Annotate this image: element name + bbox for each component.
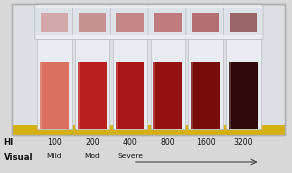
Bar [111, 35, 149, 39]
Text: 800: 800 [161, 138, 175, 147]
Bar [40, 62, 42, 129]
Bar [191, 62, 193, 129]
Bar [229, 62, 258, 129]
Bar [113, 39, 147, 129]
Bar [111, 4, 149, 8]
Bar [229, 62, 231, 129]
Bar [225, 35, 262, 39]
Bar [149, 35, 187, 39]
Bar [151, 39, 185, 129]
Bar [116, 62, 145, 129]
Bar [192, 13, 219, 32]
Bar [78, 62, 80, 129]
Bar [75, 39, 110, 129]
Bar [153, 62, 155, 129]
Bar [188, 39, 223, 129]
Bar [36, 35, 73, 39]
Bar [37, 39, 72, 129]
Bar [73, 35, 111, 39]
Bar [187, 35, 225, 39]
FancyBboxPatch shape [110, 4, 150, 40]
Text: Severe: Severe [117, 153, 143, 160]
Bar [187, 4, 225, 8]
Bar [225, 4, 262, 8]
Text: 400: 400 [123, 138, 138, 147]
Text: HI: HI [4, 138, 14, 147]
Bar [149, 4, 187, 8]
Bar [154, 13, 182, 32]
Bar [191, 62, 220, 129]
Text: Mod: Mod [84, 153, 100, 160]
FancyBboxPatch shape [35, 4, 74, 40]
Text: 3200: 3200 [234, 138, 253, 147]
FancyBboxPatch shape [186, 4, 225, 40]
Bar [12, 4, 286, 135]
Bar [116, 62, 118, 129]
Text: Mild: Mild [47, 153, 62, 160]
Bar [226, 39, 260, 129]
Bar [230, 13, 257, 32]
Bar [78, 62, 107, 129]
Text: 200: 200 [85, 138, 100, 147]
Bar [153, 62, 182, 129]
Bar [40, 62, 69, 129]
Bar [12, 4, 286, 135]
Bar [36, 4, 73, 8]
Bar [12, 125, 286, 135]
Bar [116, 13, 144, 32]
Bar [79, 13, 106, 32]
FancyBboxPatch shape [148, 4, 187, 40]
Bar [73, 4, 111, 8]
Text: Visual: Visual [4, 153, 33, 162]
FancyBboxPatch shape [224, 4, 263, 40]
Text: 1600: 1600 [196, 138, 215, 147]
Bar [41, 13, 68, 32]
FancyBboxPatch shape [72, 4, 112, 40]
Text: 100: 100 [47, 138, 62, 147]
